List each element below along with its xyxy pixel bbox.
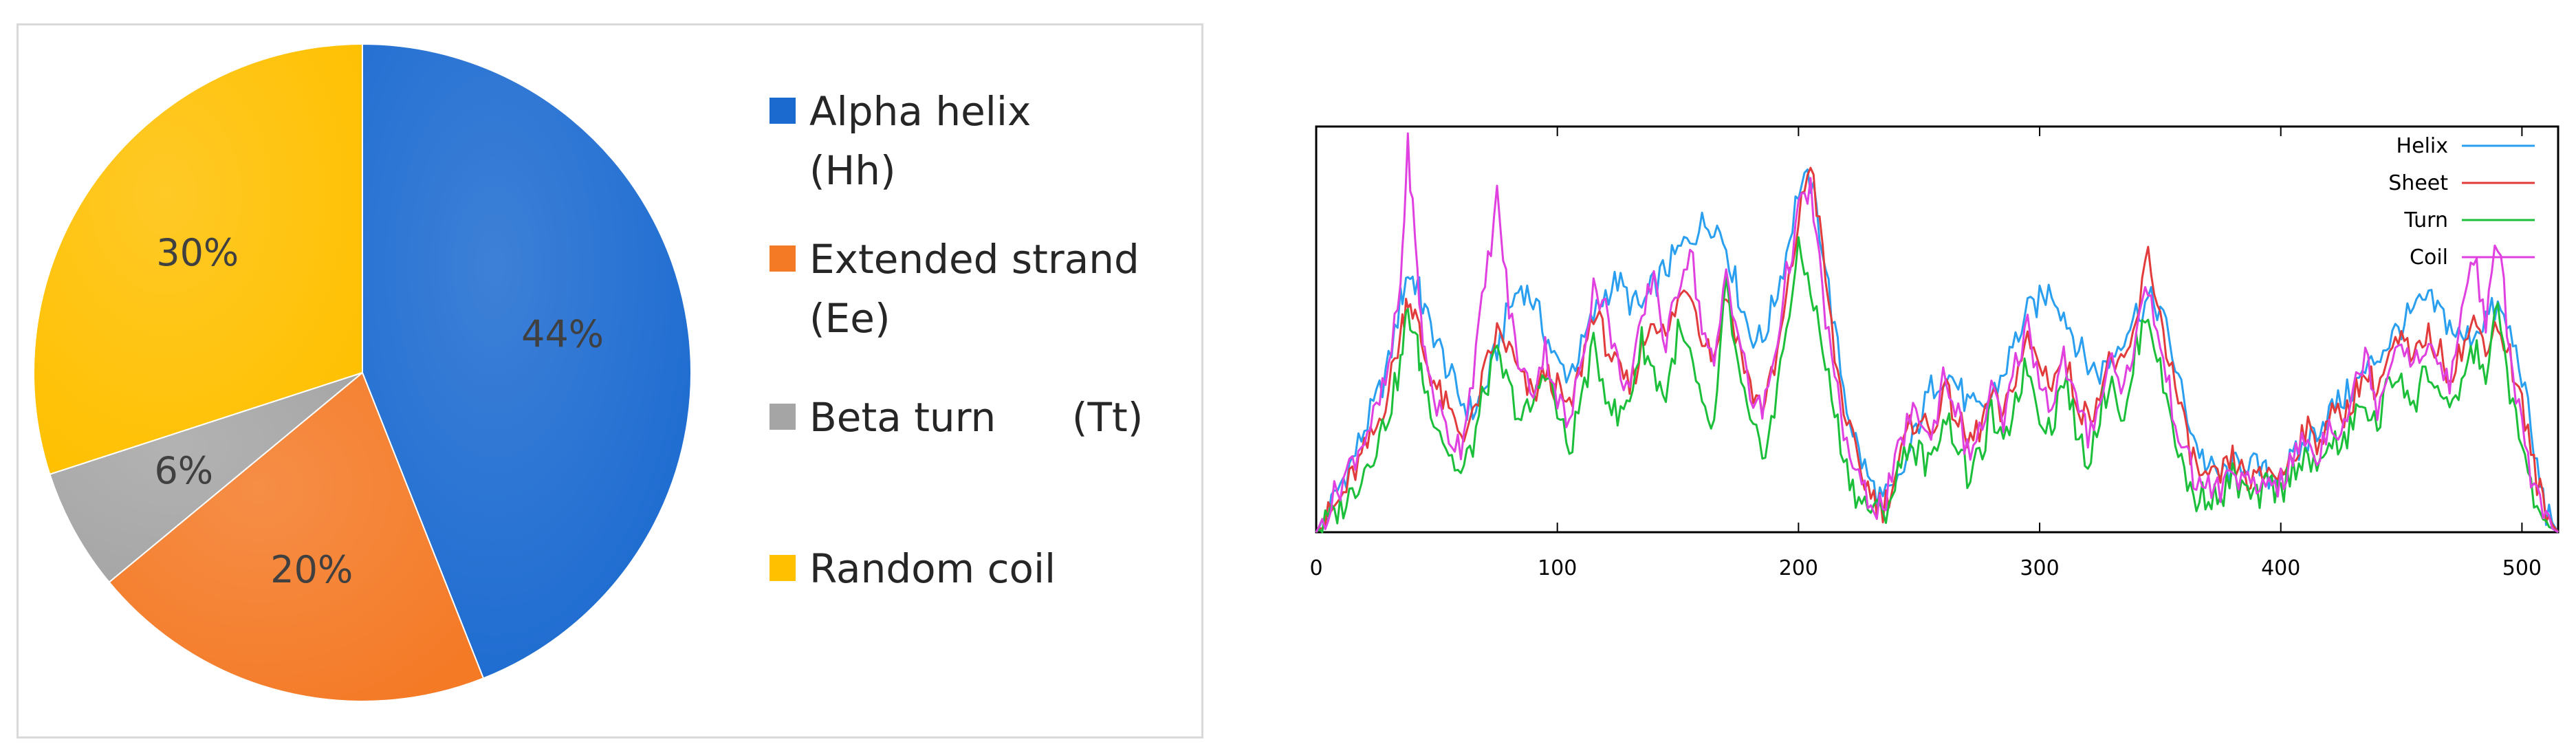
series-line-helix	[1315, 168, 2559, 533]
pie-slice-1	[108, 371, 485, 702]
pie-slice-2	[49, 372, 363, 584]
legend-label-2-0: Beta turn (Tt)	[809, 394, 1143, 441]
legend-swatch-3	[769, 555, 796, 581]
series-line-turn	[1315, 236, 2559, 534]
legend-label-0-1: (Hh)	[809, 147, 896, 194]
line-chart-panel: 0 100 200 300 400 500 Helix Sheet Turn Coil	[1279, 103, 2576, 755]
x-tick-label-2: 200	[1779, 556, 1818, 580]
line-chart: 0 100 200 300 400 500 Helix Sheet Turn Coil	[1309, 125, 2559, 580]
series-line-sheet	[1315, 166, 2559, 533]
legend-label-1-0: Extended strand	[809, 236, 1139, 283]
pie-slice-label-0: 44%	[521, 312, 604, 355]
line-legend-label-sheet: Sheet	[2388, 171, 2448, 195]
plot-frame	[1315, 125, 2559, 534]
legend-swatch-1	[769, 245, 796, 272]
x-tick-label-5: 500	[2502, 556, 2542, 580]
pie-chart-panel: 44% 20% 6% 30% Alpha helix (Hh) Extended stran…	[17, 23, 1203, 738]
x-tick-label-0: 0	[1309, 556, 1322, 580]
series-line-coil	[1315, 132, 2559, 534]
legend-swatch-0	[769, 98, 796, 124]
pie-slice-label-1: 20%	[270, 548, 353, 591]
legend-label-1-1: (Ee)	[809, 295, 891, 342]
pie-slice-3	[33, 43, 363, 475]
pie-slice-label-3: 30%	[156, 231, 239, 274]
legend-label-3-0: Random coil	[809, 545, 1056, 592]
pie-slice-0	[362, 43, 692, 679]
x-tick-label-4: 400	[2261, 556, 2300, 580]
pie-slice-label-2: 6%	[154, 449, 213, 492]
legend-swatch-2	[769, 404, 796, 430]
x-tick-label-3: 300	[2020, 556, 2059, 580]
line-legend-label-coil: Coil	[2410, 245, 2448, 270]
line-legend-label-helix: Helix	[2397, 134, 2448, 158]
line-legend-label-turn: Turn	[2403, 208, 2448, 232]
legend-label-0-0: Alpha helix	[809, 88, 1031, 135]
pie-chart: 44% 20% 6% 30% Alpha helix (Hh) Extended stran…	[33, 43, 1143, 702]
x-tick-label-1: 100	[1538, 556, 1577, 580]
